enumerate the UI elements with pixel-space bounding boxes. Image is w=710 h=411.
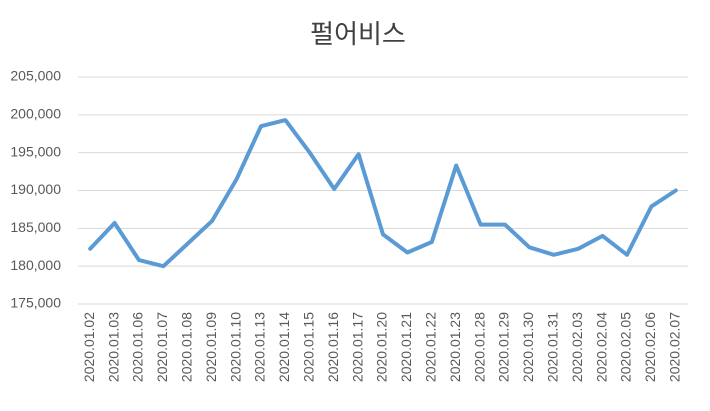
x-tick-label: 2020.01.30 [520, 312, 536, 382]
x-tick-label: 2020.02.07 [667, 312, 683, 382]
x-tick-label: 2020.01.03 [105, 312, 121, 382]
x-tick-label: 2020.02.04 [593, 312, 609, 382]
data-line [88, 118, 678, 269]
x-tick-label: 2020.01.29 [496, 312, 512, 382]
x-tick-label: 2020.01.10 [227, 312, 243, 382]
x-tick-label: 2020.01.14 [276, 312, 292, 382]
x-tick-label: 2020.02.05 [618, 312, 634, 382]
x-tick-label: 2020.01.22 [423, 312, 439, 382]
y-tick-label: 185,000 [10, 219, 61, 235]
x-tick-label: 2020.01.06 [130, 312, 146, 382]
x-tick-label: 2020.01.17 [349, 312, 365, 382]
x-tick-label: 2020.02.06 [642, 312, 658, 382]
x-tick-label: 2020.01.20 [374, 312, 390, 382]
x-tick-label: 2020.01.13 [252, 312, 268, 382]
x-tick-label: 2020.01.09 [203, 312, 219, 382]
x-tick-label: 2020.01.07 [154, 312, 170, 382]
x-tick-label: 2020.01.31 [545, 312, 561, 382]
x-tick-label: 2020.01.08 [179, 312, 195, 382]
y-tick-label: 205,000 [10, 68, 61, 84]
x-tick-label: 2020.01.21 [398, 312, 414, 382]
chart-title: 펄어비스 [310, 19, 406, 49]
y-tick-label: 180,000 [10, 257, 61, 273]
x-tick-label: 2020.01.15 [301, 312, 317, 382]
y-tick-label: 195,000 [10, 143, 61, 159]
x-tick-label: 2020.01.28 [471, 312, 487, 382]
x-tick-label: 2020.01.23 [447, 312, 463, 382]
x-tick-label: 2020.02.03 [569, 312, 585, 382]
x-tick-label: 2020.01.16 [325, 312, 341, 382]
y-tick-label: 200,000 [10, 106, 61, 122]
y-tick-label: 190,000 [10, 181, 61, 197]
y-tick-label: 175,000 [10, 295, 61, 311]
x-tick-label: 2020.01.02 [81, 312, 97, 382]
